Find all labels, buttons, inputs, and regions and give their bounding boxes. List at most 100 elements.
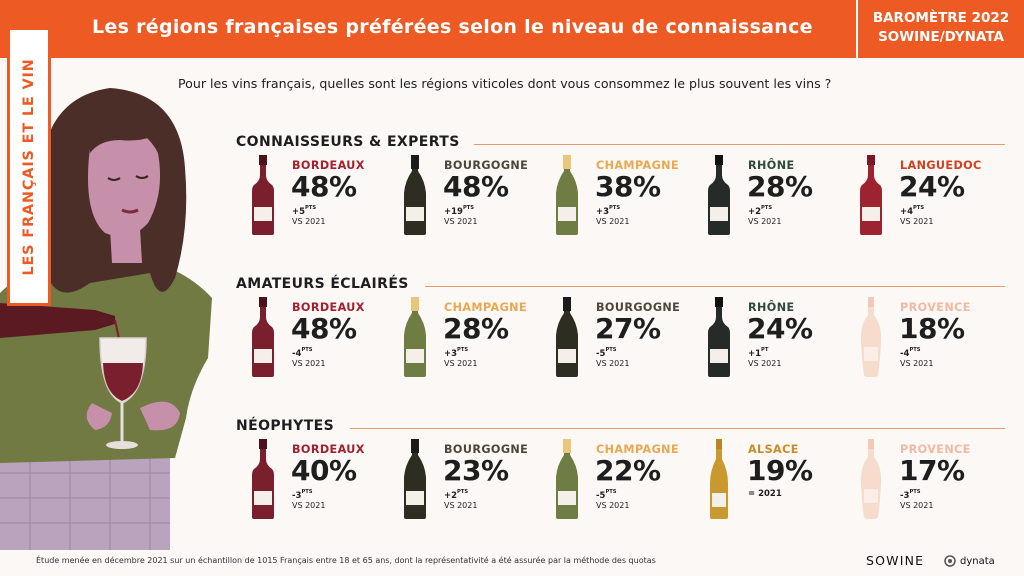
region-name: RHÔNE — [748, 159, 795, 172]
delta-value: -3 — [292, 491, 302, 501]
delta: +2PTS — [444, 489, 468, 501]
region-name: BORDEAUX — [292, 301, 365, 314]
comparison-year: VS 2021 — [596, 217, 630, 226]
region-card: RHÔNE 24% +1PT VS 2021 — [706, 297, 856, 377]
delta-unit: PTS — [462, 205, 475, 211]
region-card: CHAMPAGNE 38% +3PTS VS 2021 — [554, 155, 704, 235]
region-card: CHAMPAGNE 22% -5PTS VS 2021 — [554, 439, 704, 519]
comparison-year: VS 2021 — [596, 501, 630, 510]
delta-unit: PTS — [909, 489, 921, 495]
region-name: CHAMPAGNE — [596, 159, 679, 172]
delta: -4PTS — [900, 347, 921, 359]
comparison-year: VS 2021 — [444, 217, 478, 226]
region-percentage: 24% — [747, 312, 813, 345]
region-name: BOURGOGNE — [444, 443, 529, 456]
comparison-year: VS 2021 — [292, 359, 326, 368]
side-tab: LES FRANÇAIS ET LE VIN — [7, 30, 51, 306]
delta-value: +2 — [748, 207, 762, 217]
delta-value: +4 — [900, 207, 914, 217]
delta: +1PT — [748, 347, 768, 359]
barometer-line-2: SOWINE/DYNATA — [878, 29, 1004, 45]
sowine-logo: SOWINE — [866, 553, 925, 568]
page-title: Les régions françaises préférées selon l… — [92, 16, 813, 38]
rose-bottle-icon — [860, 439, 882, 519]
delta-unit: PTS — [305, 205, 317, 211]
delta-value: -4 — [900, 349, 910, 359]
delta-unit: PTS — [301, 489, 313, 495]
region-card: RHÔNE 28% +2PTS VS 2021 — [706, 155, 856, 235]
region-percentage: 22% — [595, 454, 661, 487]
comparison-year: VS 2021 — [748, 217, 782, 226]
champagne-bottle-icon — [556, 439, 578, 519]
delta-value: +2 — [444, 491, 458, 501]
comparison-year: VS 2021 — [292, 217, 326, 226]
region-percentage: 48% — [443, 170, 509, 203]
region-name: BOURGOGNE — [596, 301, 681, 314]
delta-unit: PTS — [605, 347, 617, 353]
region-percentage: 24% — [899, 170, 965, 203]
delta-unit: PTS — [301, 347, 313, 353]
region-card: ALSACE 19% = 2021 — [706, 439, 856, 519]
region-percentage: 17% — [899, 454, 965, 487]
delta: +4PTS — [900, 205, 924, 217]
region-card: BORDEAUX 40% -3PTS VS 2021 — [250, 439, 400, 519]
region-percentage: 28% — [443, 312, 509, 345]
delta: +5PTS — [292, 205, 316, 217]
region-card: BOURGOGNE 27% -5PTS VS 2021 — [554, 297, 704, 377]
survey-question: Pour les vins français, quelles sont les… — [178, 76, 832, 91]
region-percentage: 48% — [291, 312, 357, 345]
delta: -5PTS — [596, 347, 617, 359]
comparison-year: VS 2021 — [292, 501, 326, 510]
section-title: AMATEURS ÉCLAIRÉS — [236, 276, 409, 292]
woman-pouring-wine-illustration — [0, 58, 235, 550]
region-name: RHÔNE — [748, 301, 795, 314]
header-bar: Les régions françaises préférées selon l… — [0, 0, 1024, 58]
delta-value: +19 — [444, 207, 463, 217]
delta: -4PTS — [292, 347, 313, 359]
region-name: LANGUEDOC — [900, 159, 982, 172]
delta: +3PTS — [444, 347, 468, 359]
delta-value: +3 — [444, 349, 458, 359]
delta: +19PTS — [444, 205, 474, 217]
region-name: PROVENCE — [900, 443, 971, 456]
section-divider — [425, 286, 1005, 287]
delta: -3PTS — [900, 489, 921, 501]
header-divider — [856, 0, 858, 58]
region-name: ALSACE — [748, 443, 799, 456]
rhone-bottle-icon — [708, 155, 730, 235]
section-divider — [350, 428, 1005, 429]
region-percentage: 38% — [595, 170, 661, 203]
delta-unit: PTS — [609, 205, 621, 211]
comparison-year: VS 2021 — [596, 359, 630, 368]
burgundy-bottle-icon — [404, 439, 426, 519]
rose-bottle-icon — [860, 297, 882, 377]
region-percentage: 28% — [747, 170, 813, 203]
region-name: PROVENCE — [900, 301, 971, 314]
red-wine-bottle-icon — [252, 297, 274, 377]
region-card: BORDEAUX 48% -4PTS VS 2021 — [250, 297, 400, 377]
region-name: BORDEAUX — [292, 443, 365, 456]
region-card: PROVENCE 17% -3PTS VS 2021 — [858, 439, 1008, 519]
comparison-year: VS 2021 — [748, 359, 782, 368]
delta-value: +1 — [748, 349, 762, 359]
languedoc-bottle-icon — [860, 155, 882, 235]
delta-unit: PTS — [605, 489, 617, 495]
region-name: BOURGOGNE — [444, 159, 529, 172]
delta-value: -3 — [900, 491, 910, 501]
region-name: CHAMPAGNE — [596, 443, 679, 456]
delta: -5PTS — [596, 489, 617, 501]
region-name: BORDEAUX — [292, 159, 365, 172]
comparison-year: VS 2021 — [900, 501, 934, 510]
region-percentage: 27% — [595, 312, 661, 345]
delta: -3PTS — [292, 489, 313, 501]
burgundy-bottle-icon — [556, 297, 578, 377]
delta-unit: PTS — [913, 205, 925, 211]
comparison-year: VS 2021 — [444, 359, 478, 368]
comparison-year: VS 2021 — [900, 359, 934, 368]
delta-unit: PTS — [457, 489, 469, 495]
alsace-bottle-icon — [710, 439, 728, 519]
comparison-year: VS 2021 — [900, 217, 934, 226]
region-card: BOURGOGNE 23% +2PTS VS 2021 — [402, 439, 552, 519]
delta: +3PTS — [596, 205, 620, 217]
delta-value: -5 — [596, 491, 606, 501]
